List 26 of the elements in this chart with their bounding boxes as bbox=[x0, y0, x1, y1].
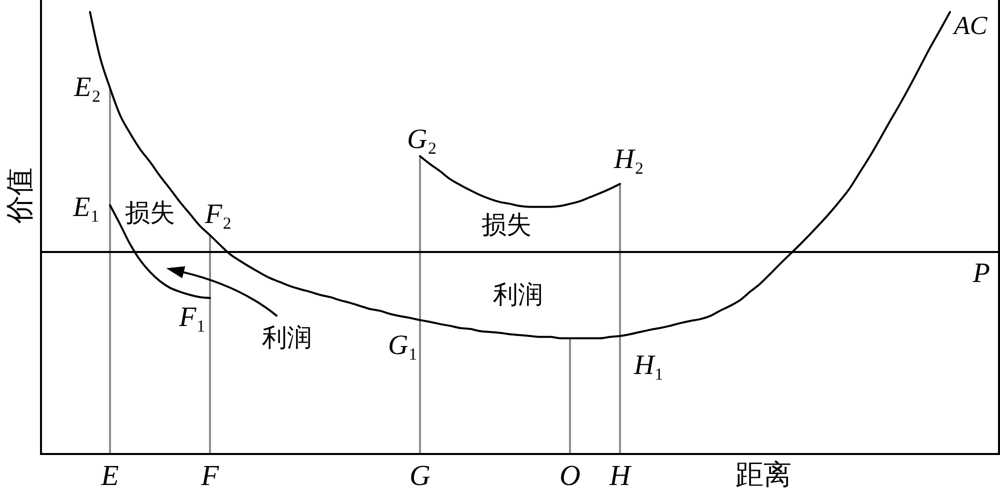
annotation: H₂ bbox=[613, 144, 644, 175]
bar bbox=[419, 156, 421, 454]
bar bbox=[209, 235, 211, 454]
x-tick-label: O bbox=[560, 460, 581, 489]
x-tick-label: H bbox=[608, 460, 633, 489]
x-axis-title: 距离 bbox=[735, 460, 792, 489]
series-label: AC bbox=[952, 11, 988, 40]
annotation: 损失 bbox=[125, 200, 176, 227]
annotation: E₁ bbox=[72, 192, 100, 224]
bar bbox=[109, 88, 111, 454]
bar bbox=[569, 338, 571, 454]
annotation: 利润 bbox=[262, 324, 312, 352]
annotation: E₂ bbox=[73, 72, 101, 104]
annotation: G₁ bbox=[388, 330, 418, 362]
annotation: 利润 bbox=[493, 280, 544, 308]
annotation: F₁ bbox=[178, 302, 206, 333]
bar bbox=[619, 184, 621, 454]
y-axis-title: 价值 bbox=[4, 167, 36, 224]
annotation: F₂ bbox=[204, 199, 232, 230]
annotation: 损失 bbox=[482, 212, 532, 239]
x-tick-label: E bbox=[100, 460, 120, 489]
annotation: H₁ bbox=[633, 350, 664, 381]
annotation: G₂ bbox=[407, 124, 437, 156]
x-tick-label: F bbox=[200, 460, 220, 489]
ref-line-label: P bbox=[972, 258, 990, 290]
x-tick-label: G bbox=[410, 460, 431, 489]
